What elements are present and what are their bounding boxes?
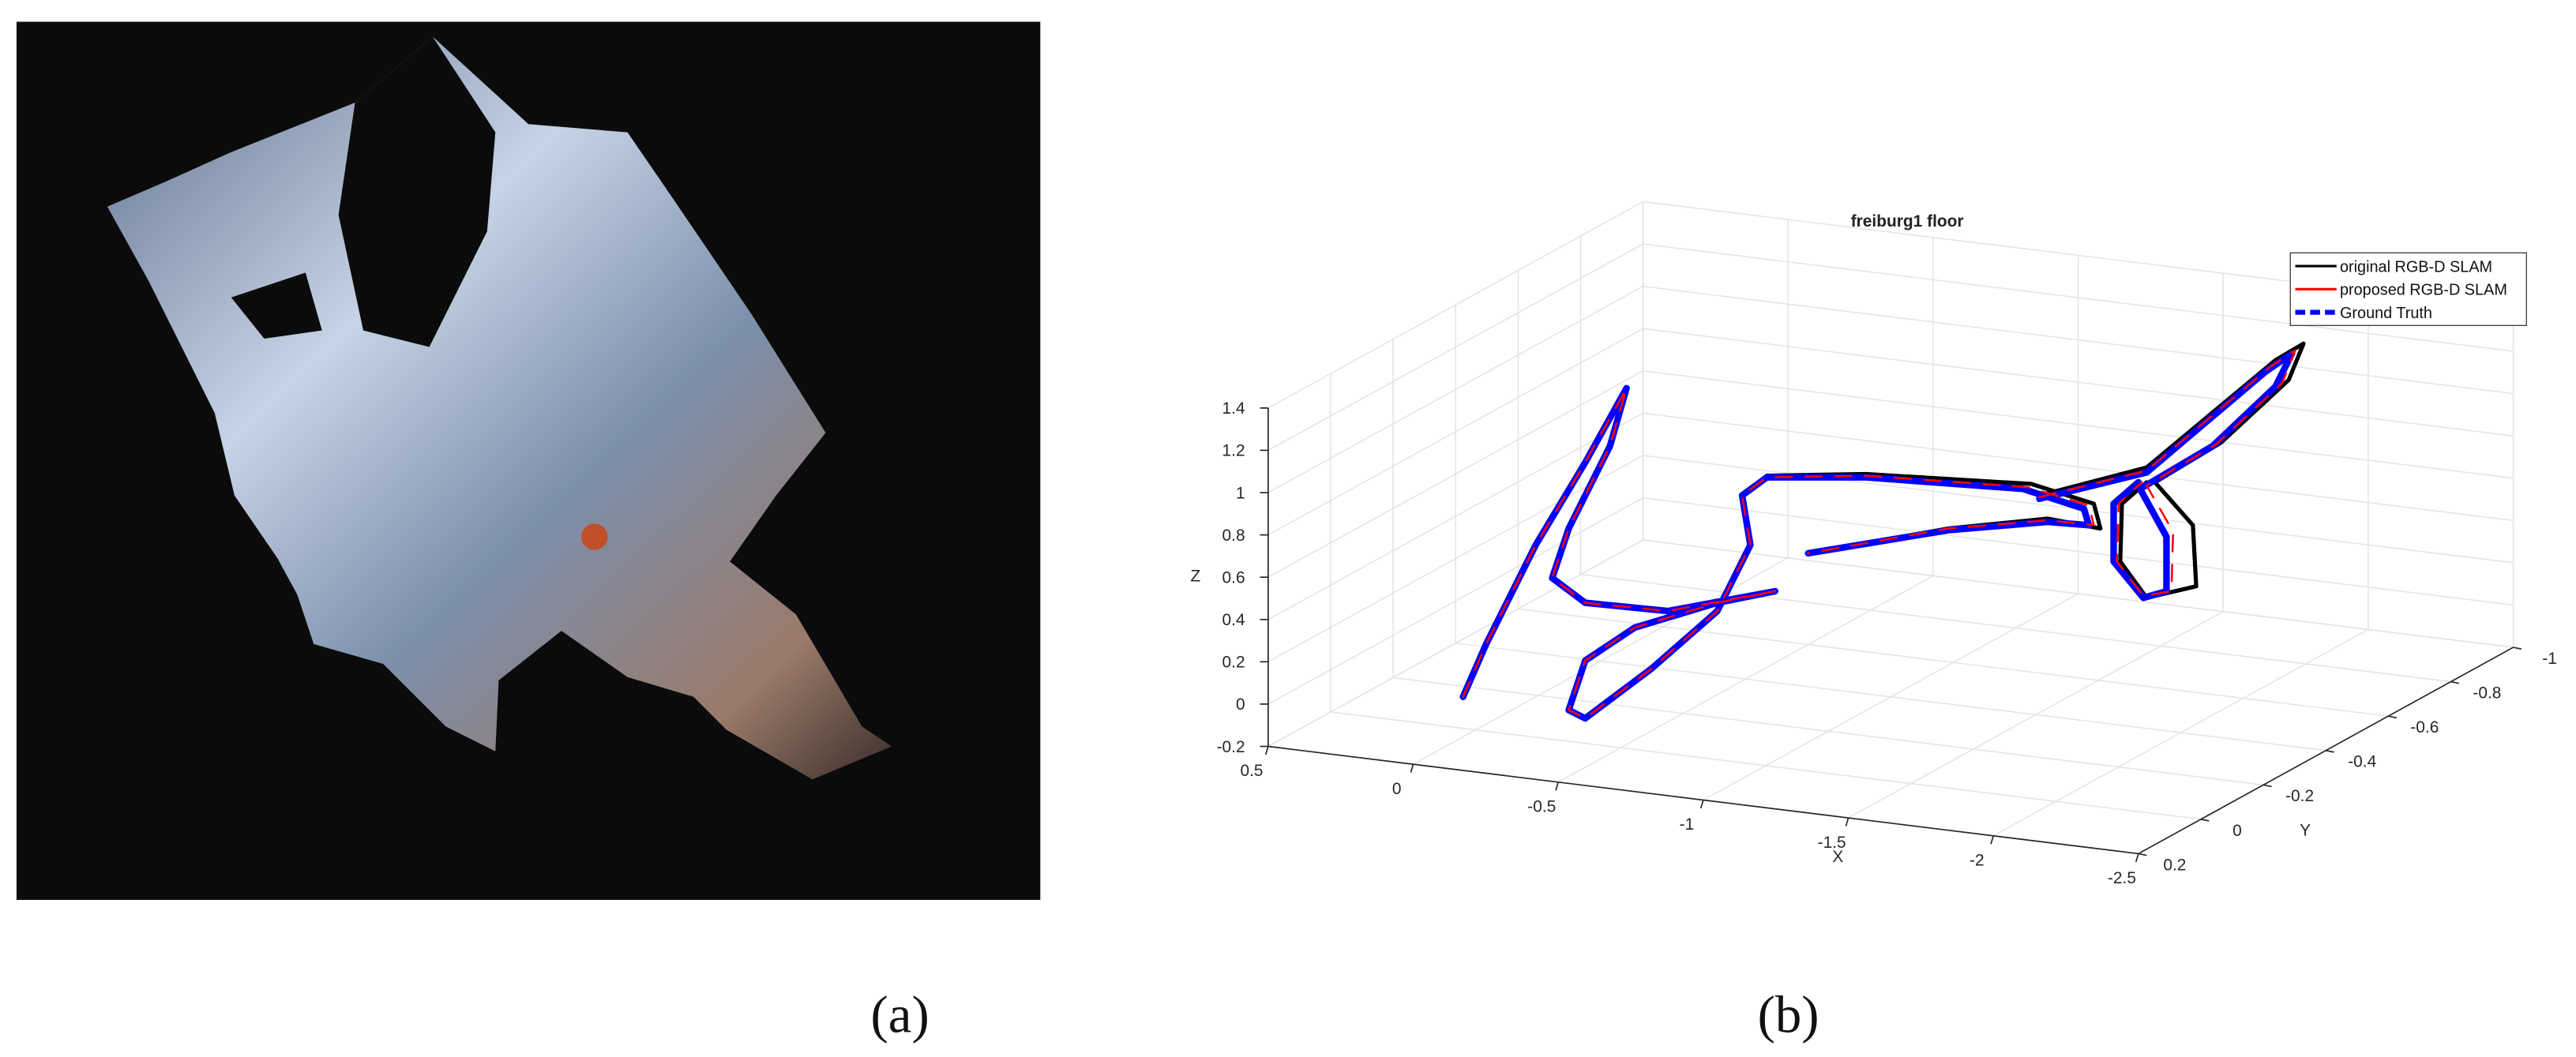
legend-label: Ground Truth (2340, 305, 2432, 322)
trajectory (1462, 387, 2095, 720)
z-tick-label: 1.4 (1222, 399, 1245, 418)
grid-line (1518, 608, 2389, 717)
grid-line (1267, 497, 1643, 705)
trajectories (1459, 341, 2306, 722)
grid-line (1643, 370, 2514, 479)
tick-mark (1699, 800, 1704, 809)
x-tick-label: -2.5 (2108, 869, 2136, 887)
grid-line (1330, 711, 2202, 820)
grid-line (1643, 285, 2514, 395)
trajectory-proposed (1462, 349, 2296, 720)
map-hole (231, 272, 322, 339)
tick-mark (1990, 835, 1995, 845)
x-tick-label: -1.5 (1818, 834, 1846, 852)
z-axis-label: Z (1191, 567, 1201, 585)
y-tick-label: -0.6 (2410, 718, 2439, 737)
grid-line (1643, 412, 2514, 522)
tick-mark (1410, 763, 1414, 773)
y-tick-label: -1 (2542, 650, 2557, 668)
tick-mark (1555, 782, 1560, 791)
grid-line (1267, 539, 1643, 748)
y-axis-label: Y (2300, 821, 2311, 839)
legend-items: original RGB-D SLAM proposed RGB-D SLAM Gr… (2295, 258, 2507, 322)
x-axis-label: X (1832, 848, 1843, 866)
grid-line (1267, 370, 1643, 578)
grid-line (1455, 643, 2326, 752)
y-tick-label: -0.4 (2348, 753, 2376, 771)
x-tick-label: -2 (1970, 851, 1985, 869)
grid-line (1267, 286, 1643, 493)
z-tick-label: 0 (1236, 695, 1245, 714)
z-tick-label: 0.4 (1222, 611, 1245, 629)
map-hole (338, 36, 496, 347)
tick-mark (1264, 746, 1269, 755)
chart-title: freiburg1 floor (1851, 212, 1964, 231)
map-shape (107, 36, 892, 780)
tick-mark (2450, 680, 2460, 684)
x-tick-label: -1 (1680, 815, 1695, 834)
y-tick-label: -0.2 (2285, 787, 2314, 805)
grid-line (1267, 412, 1643, 620)
grid-line (1643, 539, 2514, 648)
y-tick-label: 0.2 (2163, 856, 2186, 874)
tick-mark (2326, 749, 2334, 753)
trajectory (2038, 349, 2296, 598)
x-tick-label: 0 (1392, 780, 1402, 798)
z-tick-label: 1.2 (1222, 442, 1245, 460)
panel-label: (a) (870, 985, 929, 1044)
z-tick-label: 1 (1236, 484, 1245, 502)
x-tick-label: -0.5 (1527, 797, 1556, 815)
tick-mark (2513, 647, 2522, 650)
point-cloud-image (16, 21, 1041, 900)
z-tick-label: 0.6 (1222, 569, 1245, 587)
grid-line (1580, 573, 2451, 683)
x-tick-label: 0.5 (1240, 762, 1263, 780)
trajectory-original (1461, 341, 2306, 721)
plot-3d: 0.5 0 -0.5 -1 -1.5 -2 -2.5 0.2 0 -0.2 -0.4 -0.6 -0.8… (1217, 201, 2557, 887)
grid-line (1267, 201, 1643, 409)
tick-mark (2135, 853, 2139, 863)
z-tick-label: -0.2 (1217, 738, 1245, 756)
trajectory (2036, 350, 2296, 602)
y-tick-label: -0.8 (2473, 684, 2501, 703)
tick-mark (2138, 853, 2147, 856)
y-tick-label: 0 (2232, 822, 2242, 840)
z-tick-label: 0.2 (1222, 654, 1245, 672)
grid-line (1643, 497, 2514, 606)
grid-line (1643, 328, 2514, 437)
axis-line (2138, 647, 2514, 855)
legend: original RGB-D SLAM proposed RGB-D SLAM Gr… (2289, 252, 2527, 326)
panel-label: (b) (1758, 985, 1819, 1044)
trajectory-ground-truth (1459, 350, 2296, 722)
tick-mark (2388, 715, 2397, 719)
grid-line (1643, 243, 2514, 352)
tick-mark (1845, 817, 1849, 826)
tick-mark (2200, 819, 2210, 822)
grid-line (1267, 243, 1643, 452)
grid-line (1267, 328, 1643, 536)
trajectory (1459, 384, 2093, 722)
grid-line (1393, 677, 2264, 786)
legend-label: proposed RGB-D SLAM (2340, 282, 2507, 299)
tick-mark (2262, 784, 2272, 788)
map-spot (581, 523, 608, 550)
grid-line (1267, 455, 1643, 662)
z-tick-label: 0.8 (1222, 527, 1245, 545)
legend-label: original RGB-D SLAM (2340, 258, 2492, 275)
